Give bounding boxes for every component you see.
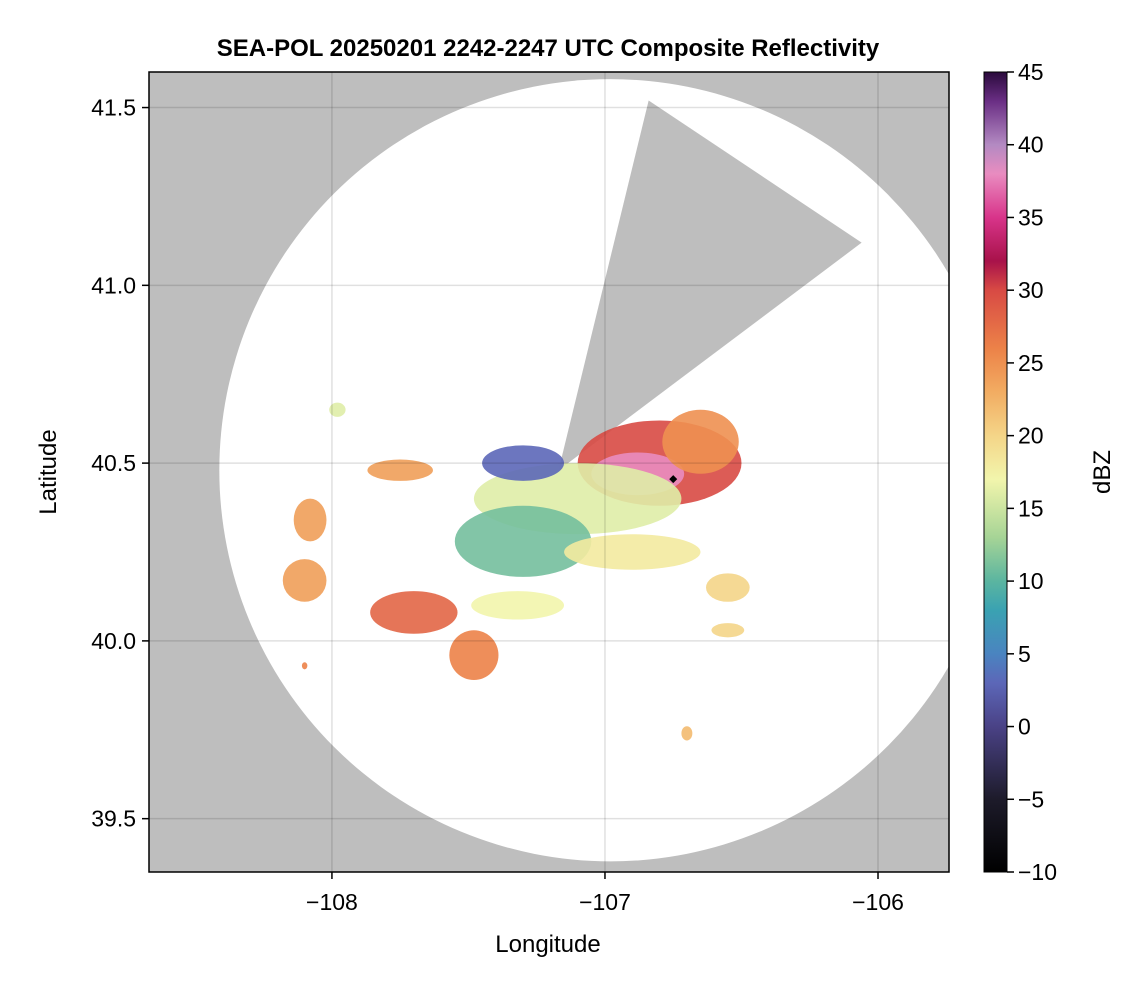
y-tick-label-2: 40.5 (91, 450, 136, 476)
echo-region-7 (564, 534, 701, 570)
echo-region-16 (329, 402, 346, 417)
colorbar-tick-label-11: 45 (1018, 59, 1044, 85)
echo-region-10 (471, 591, 565, 620)
colorbar-tick-label-9: 35 (1018, 204, 1044, 230)
echo-region-8 (370, 591, 458, 634)
echo-region-17 (301, 662, 308, 670)
echo-region-11 (293, 498, 327, 542)
blocked-sector (558, 100, 862, 471)
echo-region-12 (282, 559, 327, 602)
echo-region-5 (482, 445, 565, 481)
echo-region-13 (705, 573, 750, 602)
colorbar-ticks: −10 −5 0 5 10 15 20 25 30 35 40 45 (1007, 59, 1057, 885)
colorbar-tick-label-5: 15 (1018, 495, 1044, 521)
x-tick-label-0: −108 (306, 889, 358, 915)
colorbar-tick-label-8: 30 (1018, 277, 1044, 303)
chart-title: SEA-POL 20250201 2242-2247 UTC Composite… (217, 35, 880, 62)
radar-site-layer (669, 475, 678, 484)
echo-region-15 (681, 726, 693, 741)
plot-area (149, 72, 949, 872)
echo-layer (282, 402, 750, 741)
colorbar-bar (983, 71, 1008, 873)
x-tick-label-2: −106 (852, 889, 904, 915)
y-tick-label-0: 39.5 (91, 806, 136, 832)
colorbar-tick-label-7: 25 (1018, 350, 1044, 376)
x-axis-ticks: −108 −107 −106 (306, 872, 904, 915)
colorbar-tick-label-1: −5 (1018, 786, 1044, 812)
echo-region-6 (367, 459, 433, 481)
colorbar-label: dBZ (1089, 450, 1116, 494)
echo-region-4 (454, 505, 592, 577)
colorbar-tick-label-10: 40 (1018, 132, 1044, 158)
y-axis-label: Latitude (35, 429, 62, 514)
colorbar-tick-label-4: 10 (1018, 568, 1044, 594)
y-tick-label-1: 40.0 (91, 628, 136, 654)
y-tick-label-4: 41.5 (91, 95, 136, 121)
x-axis-label: Longitude (495, 931, 600, 958)
x-tick-label-1: −107 (579, 889, 631, 915)
grid-lines (149, 72, 949, 872)
echo-region-2 (662, 409, 739, 474)
colorbar-tick-label-2: 0 (1018, 714, 1031, 740)
colorbar-tick-label-0: −10 (1018, 859, 1057, 885)
colorbar: −10 −5 0 5 10 15 20 25 30 35 40 45 dBZ (983, 59, 1116, 885)
colorbar-tick-label-3: 5 (1018, 641, 1031, 667)
radar-site-marker (669, 475, 678, 484)
echo-region-9 (449, 630, 499, 680)
y-tick-label-3: 41.0 (91, 272, 136, 298)
colorbar-tick-label-6: 20 (1018, 423, 1044, 449)
echo-region-14 (711, 623, 745, 638)
y-axis-ticks: 39.5 40.0 40.5 41.0 41.5 (91, 95, 149, 832)
plot-frame (148, 71, 950, 873)
